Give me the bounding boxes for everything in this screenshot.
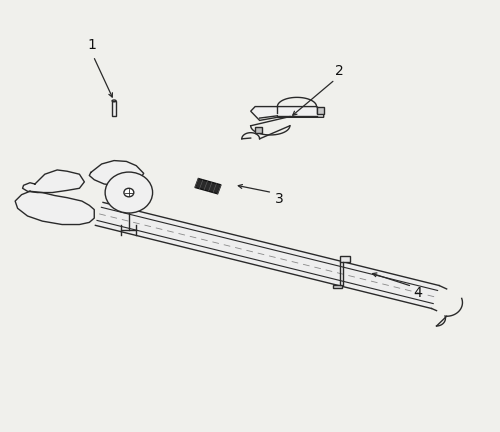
Polygon shape <box>316 107 324 114</box>
Text: 1: 1 <box>88 38 96 52</box>
Polygon shape <box>332 285 342 288</box>
Circle shape <box>124 188 134 197</box>
Polygon shape <box>340 256 350 262</box>
Polygon shape <box>255 127 262 133</box>
Polygon shape <box>22 170 84 193</box>
Text: 2: 2 <box>334 64 344 78</box>
Polygon shape <box>195 178 221 194</box>
Ellipse shape <box>112 100 116 102</box>
Polygon shape <box>96 202 439 308</box>
Polygon shape <box>90 161 144 185</box>
Text: 4: 4 <box>414 286 422 300</box>
Text: 3: 3 <box>276 192 284 206</box>
Polygon shape <box>15 191 94 225</box>
Circle shape <box>105 172 152 213</box>
Polygon shape <box>250 107 324 121</box>
Polygon shape <box>112 101 116 116</box>
